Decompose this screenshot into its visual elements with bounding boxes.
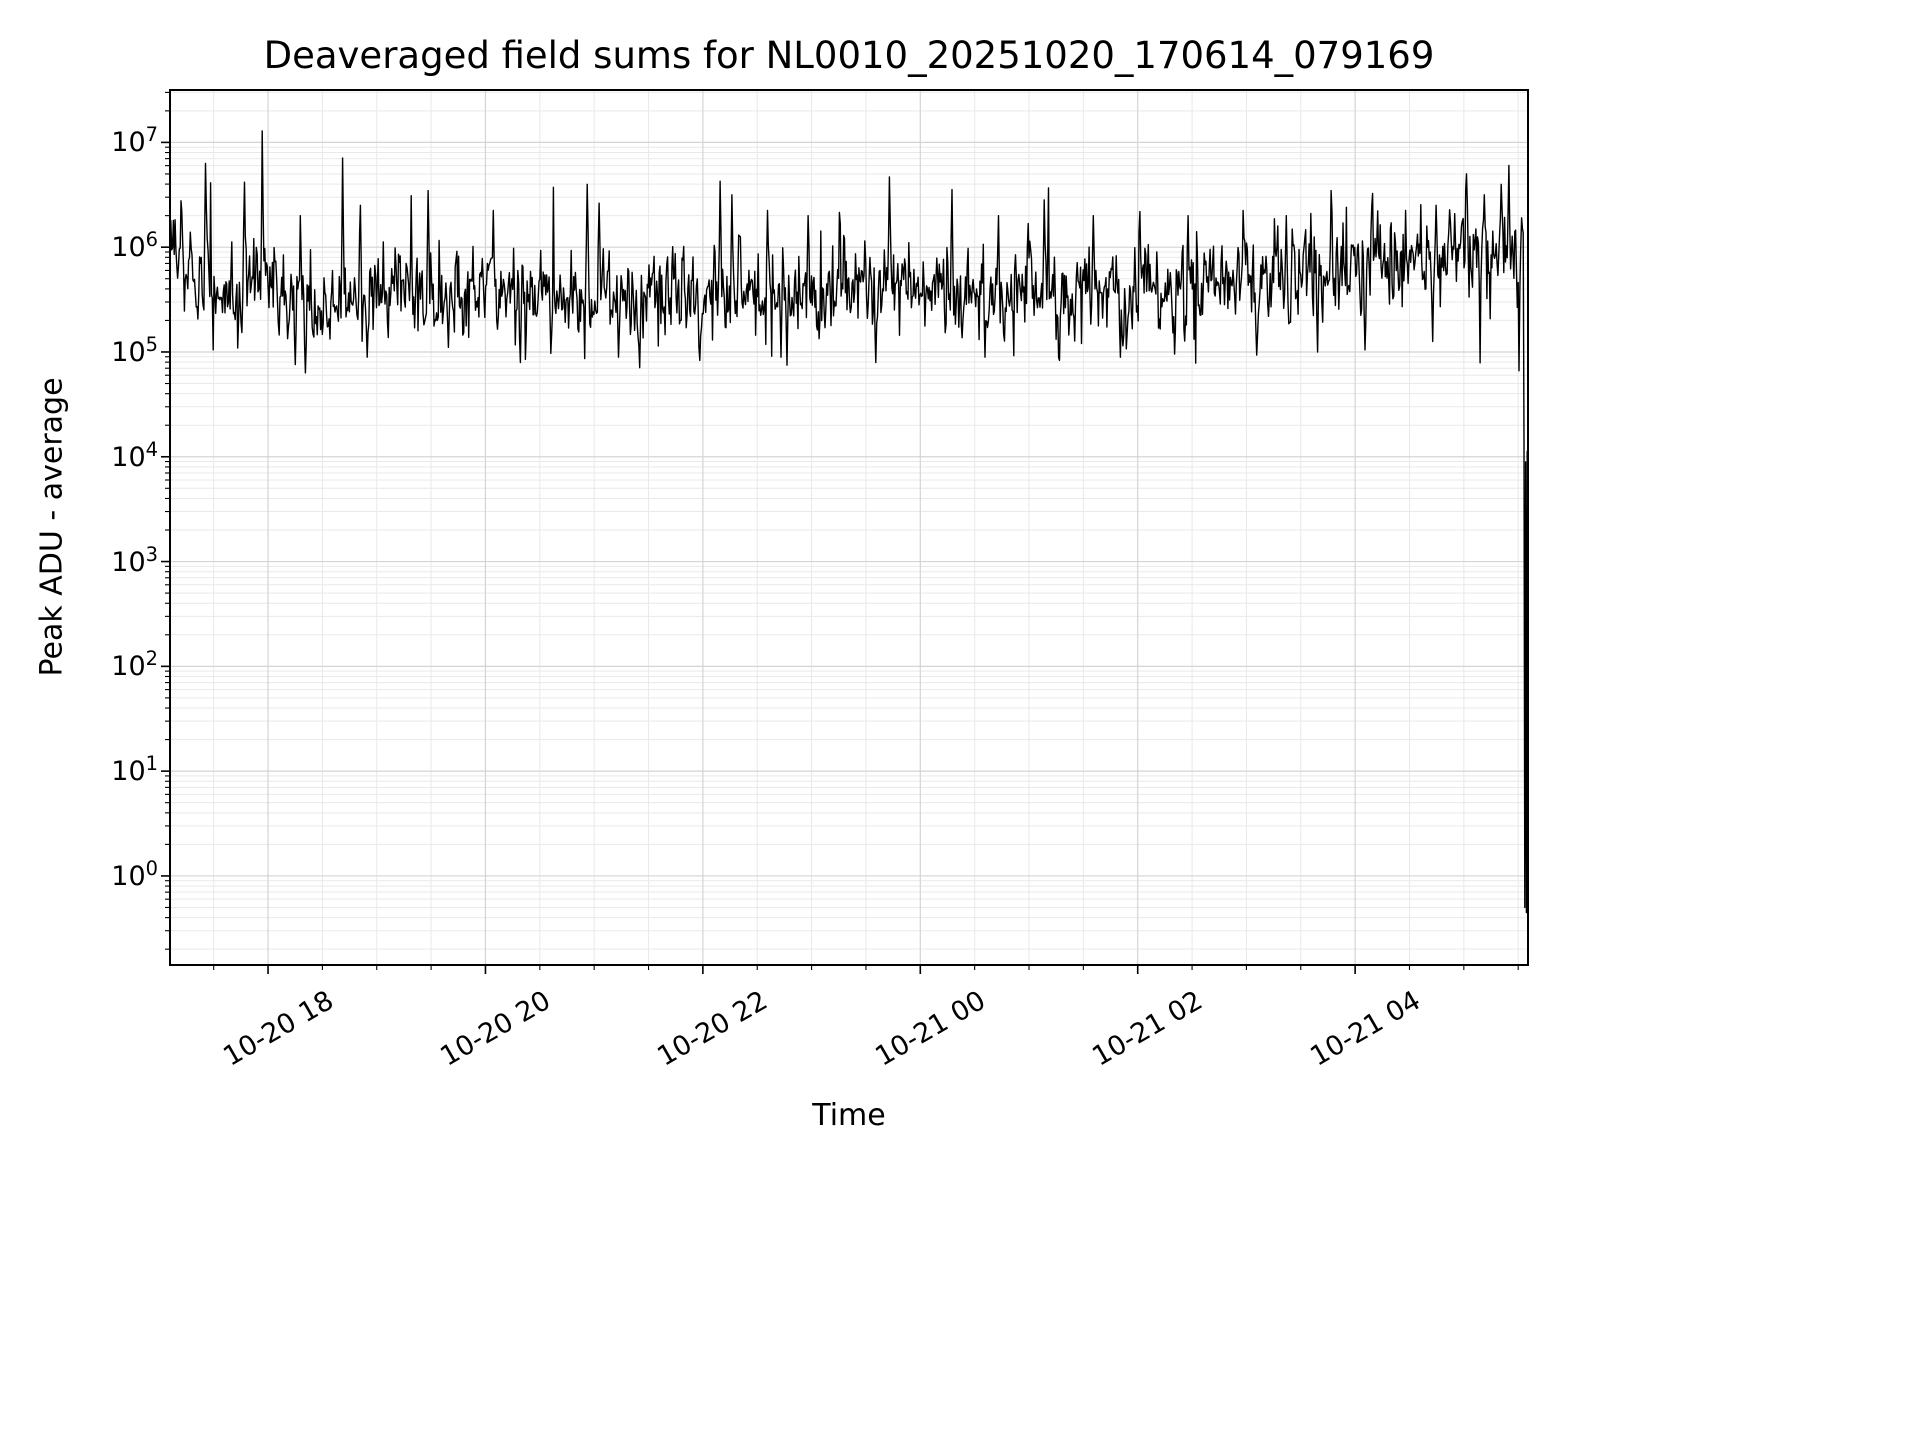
- y-tick-label: 106: [111, 227, 158, 263]
- y-tick-label: 107: [111, 123, 158, 159]
- y-tick-label: 101: [111, 751, 158, 787]
- y-tick-label: 100: [111, 856, 158, 892]
- y-tick-label: 105: [111, 332, 158, 368]
- chart-title: Deaveraged field sums for NL0010_2025102…: [263, 34, 1435, 77]
- gridlines-minor: [170, 90, 1528, 965]
- y-tick-label: 102: [111, 647, 158, 683]
- x-axis-label: Time: [812, 1098, 886, 1133]
- plot-frame: [169, 89, 1529, 966]
- y-tick-label: 104: [111, 437, 158, 473]
- series-line: [169, 130, 1529, 914]
- axis-ticks: [161, 91, 1519, 974]
- y-tick-label: 103: [111, 542, 158, 578]
- gridlines-major: [170, 90, 1528, 965]
